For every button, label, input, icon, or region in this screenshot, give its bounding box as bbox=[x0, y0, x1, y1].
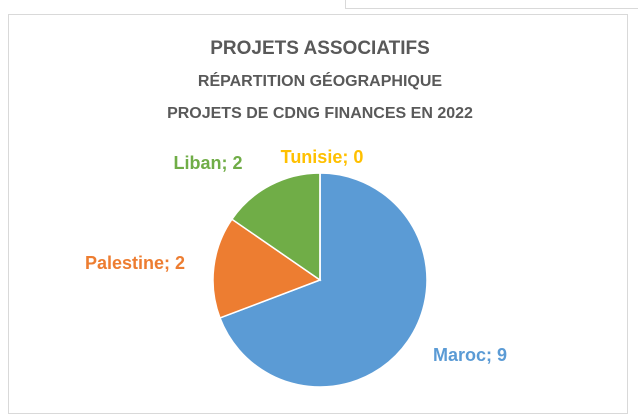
data-label: Liban; 2 bbox=[173, 153, 243, 173]
pie-slice bbox=[212, 218, 322, 319]
pie-slice bbox=[218, 172, 428, 388]
chart-title: RÉPARTITION GÉOGRAPHIQUE bbox=[198, 71, 442, 90]
data-label: Tunisie; 0 bbox=[280, 147, 364, 167]
data-label: Maroc; 9 bbox=[432, 345, 508, 365]
cell-border bbox=[345, 0, 638, 9]
pie-slice bbox=[230, 172, 321, 282]
data-label: Palestine; 2 bbox=[84, 253, 186, 273]
chart-title: PROJETS ASSOCIATIFS bbox=[210, 38, 430, 59]
chart-title: PROJETS DE CDNG FINANCES EN 2022 bbox=[167, 105, 473, 122]
